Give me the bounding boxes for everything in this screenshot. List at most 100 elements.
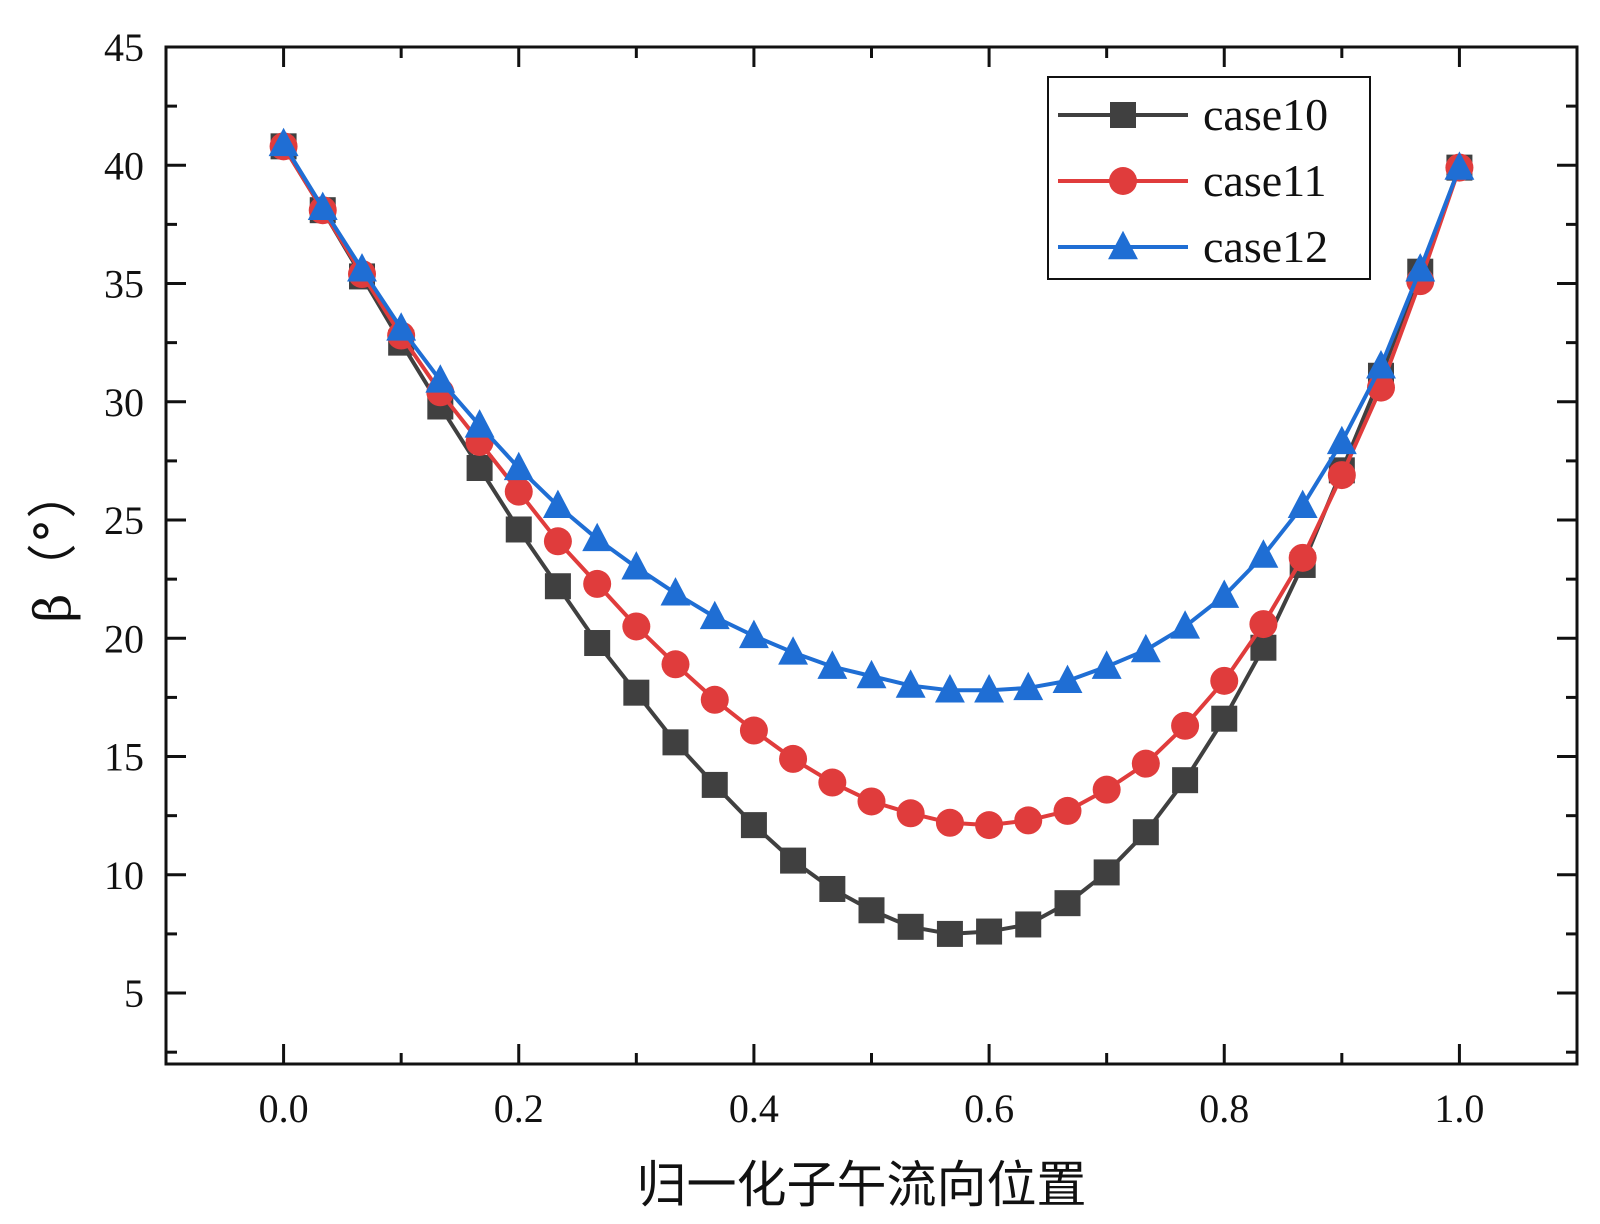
- data-point-case10: [701, 771, 728, 798]
- data-point-case10: [976, 918, 1003, 945]
- x-tick-label: 1.0: [1434, 1086, 1484, 1131]
- x-tick-label: 0.6: [964, 1086, 1014, 1131]
- data-point-case12: [347, 253, 377, 282]
- data-point-case10: [662, 729, 689, 756]
- y-tick-label: 15: [104, 735, 144, 780]
- data-point-case12: [1209, 579, 1240, 608]
- data-point-case12: [1405, 253, 1436, 282]
- data-point-case10: [1015, 911, 1042, 938]
- data-point-case12: [1366, 350, 1396, 379]
- legend-marker-case10: [1110, 102, 1136, 128]
- legend-label-case11: case11: [1203, 155, 1326, 206]
- y-tick-label: 10: [104, 853, 144, 898]
- y-tick-label: 35: [104, 262, 144, 307]
- legend: case10 case11 case12: [1047, 76, 1371, 280]
- data-point-case12: [1052, 664, 1083, 694]
- data-point-case12: [425, 364, 456, 393]
- data-point-case11: [1014, 806, 1043, 835]
- data-point-case10: [1093, 859, 1120, 886]
- y-tick-label: 30: [104, 380, 144, 425]
- data-point-case12: [621, 551, 652, 580]
- axes: 5 10 15 20 25 30 35 40 45 0.0 0.2 0.4 0.6 0.8 1.0: [104, 25, 1579, 1131]
- data-point-case11: [857, 787, 886, 816]
- data-point-case10: [1054, 890, 1081, 917]
- y-tick-label: 20: [104, 616, 144, 661]
- data-point-case11: [1327, 461, 1356, 490]
- data-point-case11: [739, 716, 768, 745]
- y-tick-label: 25: [104, 498, 144, 543]
- data-point-case11: [1131, 749, 1160, 778]
- data-point-case12: [503, 451, 534, 481]
- legend-marker-case11: [1109, 167, 1137, 195]
- data-point-case12: [464, 409, 495, 438]
- data-point-case10: [623, 679, 650, 706]
- data-point-case10: [858, 897, 885, 924]
- legend-label-case10: case10: [1203, 89, 1328, 140]
- data-point-case10: [1211, 705, 1238, 732]
- data-point-case12: [660, 577, 691, 606]
- data-point-case12: [778, 636, 809, 665]
- data-point-case11: [622, 612, 651, 641]
- legend-marker-case12: [1108, 230, 1138, 260]
- data-point-case11: [1210, 666, 1239, 695]
- plot-series: [268, 127, 1475, 947]
- data-point-case12: [895, 669, 926, 698]
- data-point-case10: [1172, 767, 1199, 794]
- data-point-case12: [386, 312, 417, 341]
- data-point-case12: [1287, 489, 1318, 519]
- series-case12: [268, 127, 1475, 703]
- data-point-case11: [935, 808, 964, 837]
- x-tick-label: 0.8: [1199, 1086, 1249, 1131]
- data-point-case12: [542, 489, 573, 519]
- data-point-case12: [268, 127, 299, 157]
- data-point-case10: [584, 630, 611, 657]
- data-point-case10: [936, 920, 963, 947]
- data-point-case11: [700, 685, 729, 714]
- x-tick-label: 0.0: [259, 1086, 309, 1131]
- data-point-case12: [1130, 633, 1161, 663]
- y-tick-label: 40: [104, 143, 144, 188]
- data-point-case12: [817, 650, 848, 679]
- data-point-case12: [699, 600, 730, 630]
- y-tick-label: 45: [104, 25, 144, 70]
- data-point-case11: [543, 527, 572, 556]
- data-point-case11: [975, 811, 1004, 840]
- data-point-case12: [1444, 151, 1475, 180]
- data-point-case12: [1170, 610, 1201, 639]
- data-point-case11: [779, 744, 808, 773]
- data-point-case11: [583, 569, 612, 598]
- data-point-case12: [1091, 650, 1122, 679]
- data-point-case10: [466, 454, 493, 481]
- data-point-case10: [544, 573, 571, 600]
- data-point-case12: [738, 619, 769, 649]
- data-point-case11: [1053, 796, 1082, 825]
- data-point-case10: [740, 812, 767, 839]
- data-point-case12: [582, 522, 613, 552]
- legend-label-case12: case12: [1203, 221, 1328, 272]
- data-point-case10: [1132, 819, 1159, 846]
- data-point-case12: [974, 674, 1005, 703]
- data-point-case10: [505, 516, 532, 543]
- x-tick-label: 0.2: [494, 1086, 544, 1131]
- x-tick-label: 0.4: [729, 1086, 779, 1131]
- x-axis-title: 归一化子午流向位置: [637, 1156, 1087, 1214]
- data-point-case11: [1092, 775, 1121, 804]
- data-point-case11: [1288, 543, 1317, 572]
- data-point-case12: [856, 659, 887, 689]
- data-point-case11: [504, 477, 533, 506]
- data-point-case12: [1326, 425, 1357, 455]
- data-point-case10: [897, 913, 924, 940]
- data-point-case12: [1248, 539, 1279, 568]
- data-point-case10: [819, 875, 846, 902]
- data-point-case11: [1249, 610, 1278, 639]
- data-point-case11: [896, 799, 925, 828]
- data-point-case12: [1013, 671, 1044, 701]
- data-point-case12: [307, 191, 338, 221]
- y-axis-title: β（°）: [24, 469, 82, 623]
- data-point-case11: [661, 650, 690, 679]
- data-point-case12: [934, 674, 965, 703]
- data-point-case11: [1171, 711, 1200, 740]
- data-point-case11: [818, 768, 847, 797]
